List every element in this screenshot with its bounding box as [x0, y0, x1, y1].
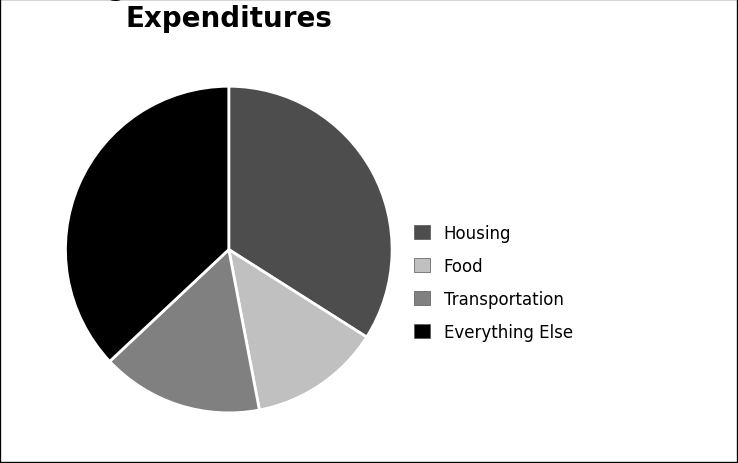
Wedge shape: [110, 250, 259, 413]
Wedge shape: [229, 250, 367, 410]
Wedge shape: [66, 87, 229, 362]
Wedge shape: [229, 87, 392, 338]
Legend: Housing, Food, Transportation, Everything Else: Housing, Food, Transportation, Everythin…: [409, 219, 578, 346]
Title: Average Annual Household
Expenditures: Average Annual Household Expenditures: [17, 0, 441, 33]
